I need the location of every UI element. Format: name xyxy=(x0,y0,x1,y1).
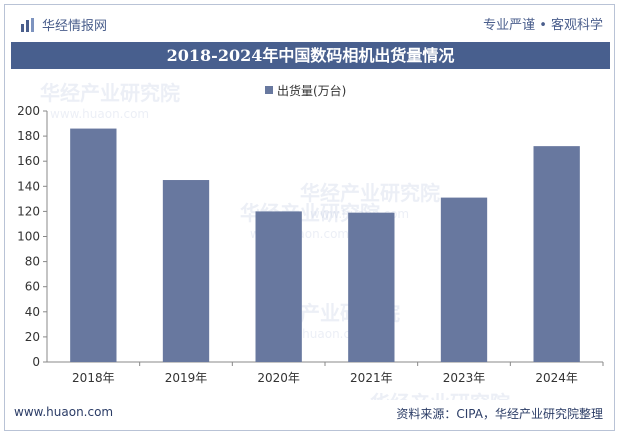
source-note: 资料来源：CIPA，华经产业研究院整理 xyxy=(396,407,603,421)
bar xyxy=(440,197,488,362)
brand-logo-icon xyxy=(21,17,34,32)
x-tick-label: 2020年 xyxy=(257,371,300,385)
watermark-text: 华经产业研究院 xyxy=(40,81,180,105)
bar xyxy=(255,211,302,362)
y-tick-label: 40 xyxy=(25,305,40,319)
y-tick-label: 0 xyxy=(32,355,40,369)
tagline: 专业严谨 • 客观科学 xyxy=(483,18,603,33)
watermark-text: 华经产业研究院 xyxy=(300,181,440,205)
x-tick-label: 2021年 xyxy=(350,371,393,385)
legend-swatch xyxy=(265,86,273,94)
bar xyxy=(533,146,580,362)
y-tick-label: 140 xyxy=(17,179,40,193)
x-tick-label: 2019年 xyxy=(165,371,208,385)
watermark-url: www.huaon.com xyxy=(50,107,149,121)
x-tick-label: 2024年 xyxy=(535,371,578,385)
y-tick-label: 100 xyxy=(17,230,40,244)
y-tick-label: 120 xyxy=(17,204,40,218)
bar xyxy=(70,128,117,362)
y-tick-label: 80 xyxy=(25,255,40,269)
bar-chart: 华经产业研究院www.huaon.com华经产业研究院www.huaon.com… xyxy=(17,81,604,400)
y-tick-label: 200 xyxy=(17,104,40,118)
watermark-text: 华经产业研究院 xyxy=(370,391,510,400)
x-tick-label: 2018年 xyxy=(72,371,115,385)
chart-title: 2018-2024年中国数码相机出货量情况 xyxy=(11,42,610,69)
y-tick-label: 20 xyxy=(25,330,40,344)
x-tick-label: 2023年 xyxy=(443,371,486,385)
bar xyxy=(162,180,210,362)
legend-label: 出货量(万台) xyxy=(277,83,346,98)
website-link[interactable]: www.huaon.com xyxy=(14,405,114,419)
brand[interactable]: 华经情报网 xyxy=(20,15,107,34)
y-tick-label: 160 xyxy=(17,154,40,168)
y-tick-label: 180 xyxy=(17,129,40,143)
y-tick-label: 60 xyxy=(25,280,40,294)
brand-name: 华经情报网 xyxy=(42,19,108,34)
bar xyxy=(348,212,395,362)
